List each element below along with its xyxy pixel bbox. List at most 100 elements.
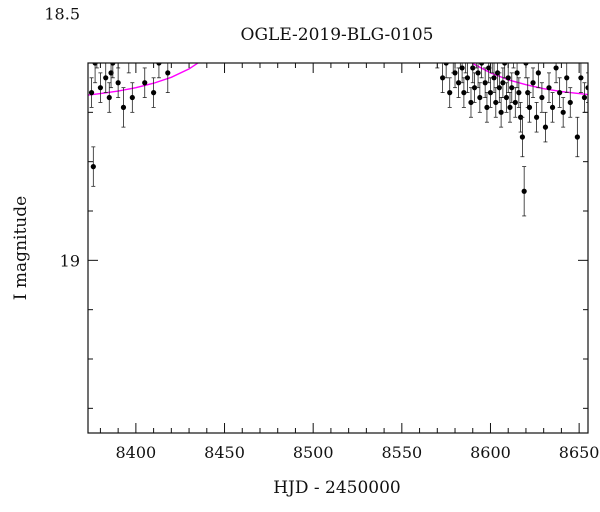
- data-marker: [490, 55, 495, 60]
- y-tick-label: 18.5: [44, 5, 80, 24]
- data-point: [151, 77, 157, 108]
- data-marker: [578, 75, 584, 81]
- data-marker: [449, 26, 454, 31]
- data-marker: [120, 104, 127, 110]
- data-marker: [103, 75, 109, 81]
- x-tick-label: 8600: [470, 443, 511, 462]
- data-point: [406, 0, 411, 19]
- data-point: [108, 63, 114, 89]
- data-marker: [443, 63, 449, 66]
- data-point: [90, 146, 96, 187]
- data-point: [106, 82, 112, 113]
- data-marker: [487, 90, 494, 96]
- data-marker: [542, 124, 549, 130]
- data-marker: [585, 85, 588, 91]
- data-point: [519, 116, 525, 158]
- data-points-layer: [88, 0, 588, 217]
- data-marker: [503, 94, 510, 101]
- data-point: [92, 63, 98, 84]
- x-tick-label: 8650: [559, 443, 600, 462]
- data-marker: [571, 36, 576, 41]
- data-point: [440, 63, 446, 93]
- data-marker: [557, 90, 563, 96]
- data-marker: [110, 63, 116, 66]
- data-point: [431, 0, 436, 4]
- data-point: [487, 77, 494, 108]
- data-point: [571, 19, 576, 58]
- data-marker: [526, 104, 533, 110]
- data-marker: [151, 90, 157, 96]
- data-point: [445, 19, 450, 49]
- data-point: [447, 77, 453, 108]
- axis-ticks: [88, 62, 588, 433]
- chart-title: OGLE-2019-BLG-0105: [241, 25, 434, 45]
- data-marker: [165, 70, 171, 76]
- data-marker: [530, 80, 536, 86]
- data-point: [507, 92, 513, 123]
- data-marker: [90, 164, 96, 170]
- data-point: [137, 19, 142, 58]
- data-point: [539, 82, 545, 113]
- data-marker: [482, 80, 488, 86]
- data-marker: [406, 1, 411, 6]
- data-marker: [560, 109, 566, 115]
- data-point: [88, 77, 95, 108]
- model-curve: [88, 63, 588, 96]
- data-marker: [142, 80, 148, 86]
- data-point: [564, 63, 570, 93]
- data-point: [120, 87, 127, 128]
- data-point: [585, 72, 588, 103]
- data-marker: [429, 16, 434, 21]
- x-tick-label: 8550: [381, 443, 422, 462]
- data-point: [533, 102, 540, 133]
- data-marker: [507, 104, 513, 110]
- data-marker: [512, 99, 518, 106]
- data-point: [438, 0, 443, 24]
- data-marker: [481, 21, 486, 26]
- data-point: [165, 63, 171, 93]
- data-marker: [514, 70, 520, 76]
- data-marker: [475, 70, 481, 76]
- data-point: [436, 24, 441, 54]
- data-marker: [484, 104, 490, 110]
- y-tick-labels: 1818.519: [44, 5, 80, 271]
- data-marker: [422, 0, 427, 1]
- data-point: [126, 63, 131, 74]
- data-marker: [574, 134, 580, 140]
- data-marker: [553, 65, 559, 71]
- data-marker: [505, 75, 511, 81]
- data-marker: [463, 55, 468, 60]
- x-tick-label: 8500: [293, 443, 334, 462]
- data-point: [542, 111, 549, 143]
- data-point: [535, 63, 541, 89]
- data-point: [503, 82, 510, 113]
- data-point: [97, 72, 104, 103]
- data-marker: [502, 63, 508, 66]
- data-point: [530, 67, 536, 98]
- data-marker: [468, 99, 474, 106]
- data-point: [442, 28, 447, 58]
- data-marker: [496, 85, 502, 91]
- x-tick-labels: 8400 8450 8500 8550 8600 8650: [116, 443, 600, 462]
- data-marker: [564, 75, 570, 81]
- data-point: [426, 0, 431, 24]
- data-point: [454, 28, 459, 58]
- data-marker: [535, 70, 541, 76]
- data-marker: [413, 11, 418, 16]
- data-point: [467, 63, 472, 64]
- data-point: [546, 72, 552, 103]
- data-marker: [491, 75, 497, 81]
- data-point: [449, 14, 454, 44]
- model-curve-layer: [88, 63, 588, 96]
- data-marker: [464, 75, 471, 81]
- data-marker: [509, 85, 515, 91]
- x-tick-label: 8450: [204, 443, 245, 462]
- x-axis-label: HJD - 2450000: [273, 478, 401, 498]
- data-point: [410, 0, 415, 4]
- data-point: [549, 92, 556, 123]
- data-marker: [521, 188, 527, 194]
- y-axis-label: I magnitude: [11, 196, 31, 300]
- data-marker: [454, 41, 459, 46]
- data-marker: [92, 63, 98, 66]
